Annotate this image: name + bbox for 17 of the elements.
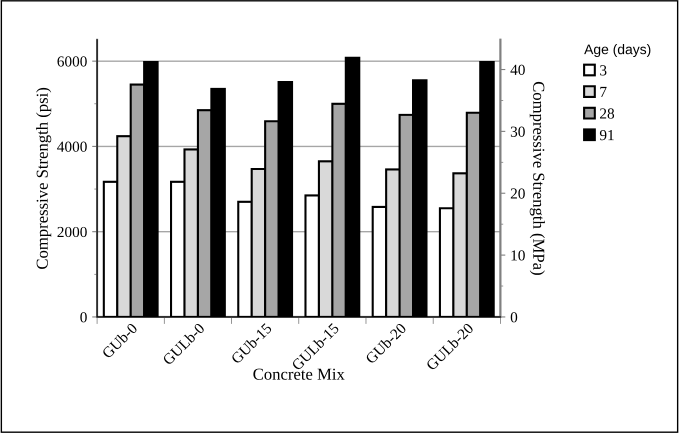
y-tick-label: 6000 xyxy=(57,56,87,67)
legend-label: 3 xyxy=(600,65,606,76)
y-tick-label: 0 xyxy=(80,312,87,322)
legend-label: 7 xyxy=(600,86,607,97)
y2-axis-title: Compressive Strength (MPa) xyxy=(530,82,545,275)
y2-tick-label: 30 xyxy=(510,126,525,137)
legend-label: 28 xyxy=(600,108,614,119)
y2-tick-label: 40 xyxy=(510,64,525,75)
x-axis-title: Concrete Mix xyxy=(253,368,345,380)
legend-label: 91 xyxy=(600,130,614,140)
y-tick-label: 4000 xyxy=(57,142,87,152)
y-tick-label: 2000 xyxy=(57,226,87,238)
y-axis-title: Compressive Strength (psi) xyxy=(36,88,52,269)
y2-tick-label: 10 xyxy=(511,250,525,261)
legend-title: Age (days) xyxy=(584,44,650,58)
y2-tick-label: 20 xyxy=(510,188,525,199)
y2-tick-label: 0 xyxy=(510,312,518,322)
